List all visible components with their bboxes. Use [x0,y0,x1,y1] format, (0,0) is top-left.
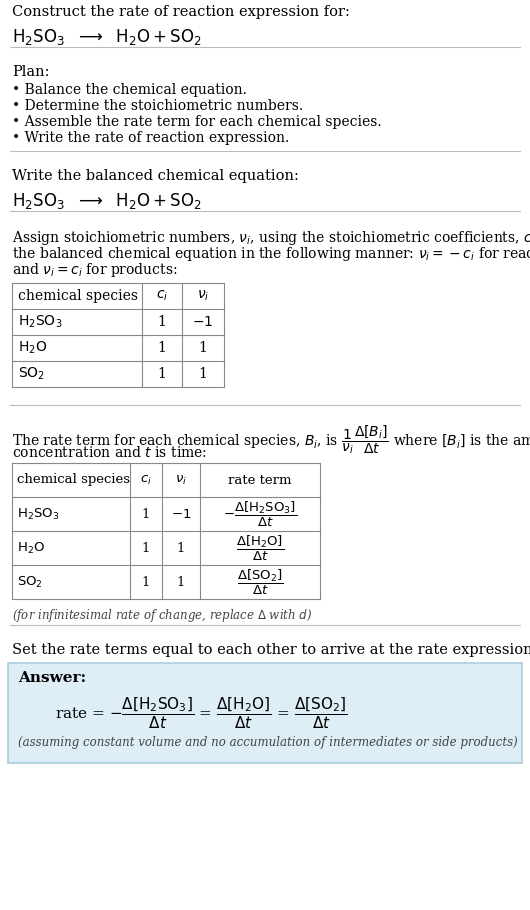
Text: chemical species: chemical species [18,289,138,303]
Text: $\mathsf{SO_2}$: $\mathsf{SO_2}$ [17,574,43,590]
Text: 1: 1 [157,315,166,329]
Text: $\mathsf{H_2SO_3}$  $\longrightarrow$  $\mathsf{H_2O + SO_2}$: $\mathsf{H_2SO_3}$ $\longrightarrow$ $\m… [12,27,202,47]
Text: concentration and $t$ is time:: concentration and $t$ is time: [12,445,207,460]
Text: 1: 1 [157,341,166,355]
Text: $\mathsf{H_2SO_3}$: $\mathsf{H_2SO_3}$ [17,507,59,521]
Text: (assuming constant volume and no accumulation of intermediates or side products): (assuming constant volume and no accumul… [18,736,518,749]
Text: (for infinitesimal rate of change, replace $\Delta$ with $d$): (for infinitesimal rate of change, repla… [12,607,312,624]
Text: Plan:: Plan: [12,65,49,79]
Text: • Balance the chemical equation.: • Balance the chemical equation. [12,83,247,97]
Text: • Determine the stoichiometric numbers.: • Determine the stoichiometric numbers. [12,99,303,113]
Text: $\nu_i$: $\nu_i$ [197,288,209,303]
Text: the balanced chemical equation in the following manner: $\nu_i = -c_i$ for react: the balanced chemical equation in the fo… [12,245,530,263]
Text: Construct the rate of reaction expression for:: Construct the rate of reaction expressio… [12,5,350,19]
Text: Answer:: Answer: [18,671,86,685]
Text: $c_i$: $c_i$ [140,473,152,487]
Text: $\mathsf{H_2O}$: $\mathsf{H_2O}$ [18,339,47,356]
Text: $-1$: $-1$ [171,508,191,521]
Text: $\mathsf{H_2O}$: $\mathsf{H_2O}$ [17,541,45,555]
Text: $\mathsf{SO_2}$: $\mathsf{SO_2}$ [18,366,45,382]
Text: Set the rate terms equal to each other to arrive at the rate expression:: Set the rate terms equal to each other t… [12,643,530,657]
Text: 1: 1 [199,341,207,355]
Text: rate term: rate term [228,473,292,487]
Text: $c_i$: $c_i$ [156,288,168,303]
Text: $-\dfrac{\Delta[\mathsf{H_2SO_3}]}{\Delta t}$: $-\dfrac{\Delta[\mathsf{H_2SO_3}]}{\Delt… [223,500,297,529]
Text: 1: 1 [142,575,150,589]
Text: $\mathsf{H_2SO_3}$  $\longrightarrow$  $\mathsf{H_2O + SO_2}$: $\mathsf{H_2SO_3}$ $\longrightarrow$ $\m… [12,191,202,211]
Text: 1: 1 [157,367,166,381]
Text: Write the balanced chemical equation:: Write the balanced chemical equation: [12,169,299,183]
Text: • Write the rate of reaction expression.: • Write the rate of reaction expression. [12,131,289,145]
Text: • Assemble the rate term for each chemical species.: • Assemble the rate term for each chemic… [12,115,382,129]
Text: chemical species: chemical species [17,473,130,487]
Text: $\dfrac{\Delta[\mathsf{SO_2}]}{\Delta t}$: $\dfrac{\Delta[\mathsf{SO_2}]}{\Delta t}… [237,568,284,597]
Text: rate = $-\dfrac{\Delta[\mathsf{H_2SO_3}]}{\Delta t}$ = $\dfrac{\Delta[\mathsf{H_: rate = $-\dfrac{\Delta[\mathsf{H_2SO_3}]… [55,695,348,731]
Text: $-1$: $-1$ [192,315,214,329]
Text: and $\nu_i = c_i$ for products:: and $\nu_i = c_i$ for products: [12,261,178,279]
Text: 1: 1 [177,575,185,589]
Text: $\dfrac{\Delta[\mathsf{H_2O}]}{\Delta t}$: $\dfrac{\Delta[\mathsf{H_2O}]}{\Delta t}… [236,533,284,562]
Text: 1: 1 [177,541,185,554]
Text: $\mathsf{H_2SO_3}$: $\mathsf{H_2SO_3}$ [18,314,63,330]
Text: Assign stoichiometric numbers, $\nu_i$, using the stoichiometric coefficients, $: Assign stoichiometric numbers, $\nu_i$, … [12,229,530,247]
Text: 1: 1 [199,367,207,381]
Text: $\nu_i$: $\nu_i$ [175,473,187,487]
Text: 1: 1 [142,541,150,554]
Text: 1: 1 [142,508,150,521]
Text: The rate term for each chemical species, $B_i$, is $\dfrac{1}{\nu_i}\dfrac{\Delt: The rate term for each chemical species,… [12,423,530,456]
FancyBboxPatch shape [8,663,522,763]
